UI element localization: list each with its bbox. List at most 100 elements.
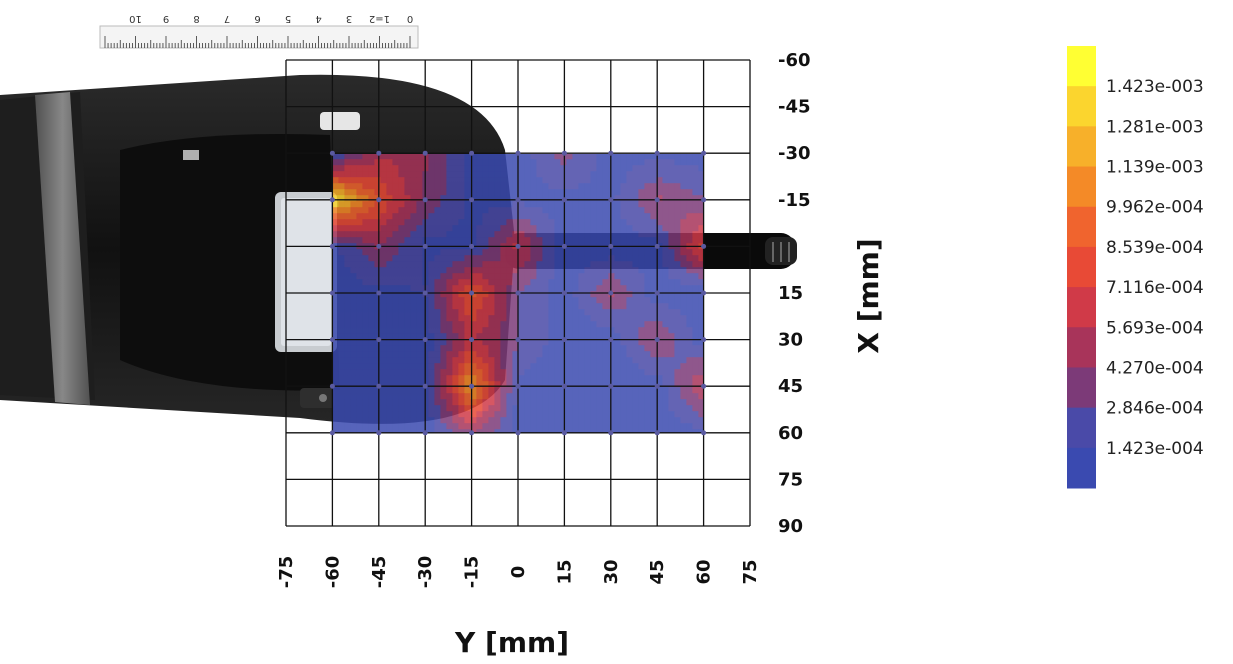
heat-cell [620,357,627,364]
heat-cell [428,261,435,268]
heat-cell [662,315,669,322]
colorbar-label: 2.846e-004 [1106,399,1204,419]
colorbar-swatch [1067,367,1096,409]
heat-cell [536,183,543,190]
heat-cell [596,417,603,424]
heat-cell [344,357,351,364]
heat-cell [632,237,639,244]
ruler-label: 0 [407,13,413,24]
heat-cell [680,159,687,166]
heat-cell [566,219,573,226]
heat-cell [344,351,351,358]
heat-cell [542,261,549,268]
heat-cell [650,279,657,286]
heat-cell [662,261,669,268]
heat-cell [470,261,477,268]
heat-cell [356,291,363,298]
heat-cell [620,201,627,208]
heat-cell [416,321,423,328]
heat-cell [452,321,459,328]
heat-cell [440,399,447,406]
heat-cell [632,267,639,274]
heat-cell [590,219,597,226]
heat-cell [554,333,561,340]
heat-cell [668,315,675,322]
heat-cell [464,189,471,196]
heat-cell [452,219,459,226]
heat-cell [644,237,651,244]
measurement-point [422,290,428,296]
heat-cell [506,303,513,310]
heat-cell [608,369,615,376]
heat-cell [626,411,633,418]
heat-cell [680,411,687,418]
heat-cell [560,369,567,376]
heat-cell [518,351,525,358]
heat-cell [488,375,495,382]
heat-cell [452,291,459,298]
heat-cell [560,273,567,280]
heat-cell [578,423,585,430]
heat-cell [452,237,459,244]
heat-cell [494,255,501,262]
heat-cell [668,237,675,244]
heat-cell [368,345,375,352]
heat-cell [458,201,465,208]
heat-cell [536,327,543,334]
heat-cell [542,363,549,370]
heat-cell [674,303,681,310]
heat-cell [392,285,399,292]
heat-cell [560,339,567,346]
heat-cell [374,321,381,328]
heat-cell [482,267,489,274]
heat-cell [524,411,531,418]
heat-cell [596,351,603,358]
heat-cell [674,177,681,184]
heat-cell [590,267,597,274]
x-tick-label: -75 [276,556,297,589]
heat-cell [536,309,543,316]
heat-cell [440,411,447,418]
heat-cell [380,177,387,184]
heat-cell [458,387,465,394]
heat-cell [590,387,597,394]
heat-cell [566,177,573,184]
heat-cell [680,339,687,346]
heat-cell [620,285,627,292]
heat-cell [626,189,633,196]
heat-cell [392,183,399,190]
heat-cell [476,261,483,268]
heat-cell [374,387,381,394]
heat-cell [380,303,387,310]
heat-cell [398,297,405,304]
heat-cell [596,273,603,280]
heat-cell [560,387,567,394]
heat-cell [350,357,357,364]
heat-cell [506,159,513,166]
heat-cell [368,171,375,178]
heat-cell [374,297,381,304]
heat-cell [506,327,513,334]
heat-cell [668,429,675,433]
heat-cell [590,369,597,376]
heat-cell [416,369,423,376]
heat-cell [560,297,567,304]
heat-cell [362,154,369,160]
heat-cell [536,201,543,208]
heat-cell [362,393,369,400]
heat-cell [668,213,675,220]
heat-cell [668,207,675,214]
heat-cell [356,273,363,280]
heat-cell [482,237,489,244]
heat-cell [500,423,507,430]
heat-cell [662,237,669,244]
heat-cell [560,315,567,322]
heat-cell [368,189,375,196]
heat-cell [524,261,531,268]
heat-cell [656,279,663,286]
heat-cell [494,183,501,190]
heat-cell [524,225,531,232]
heat-cell [350,369,357,376]
heat-cell [572,165,579,172]
heat-cell [512,375,519,382]
